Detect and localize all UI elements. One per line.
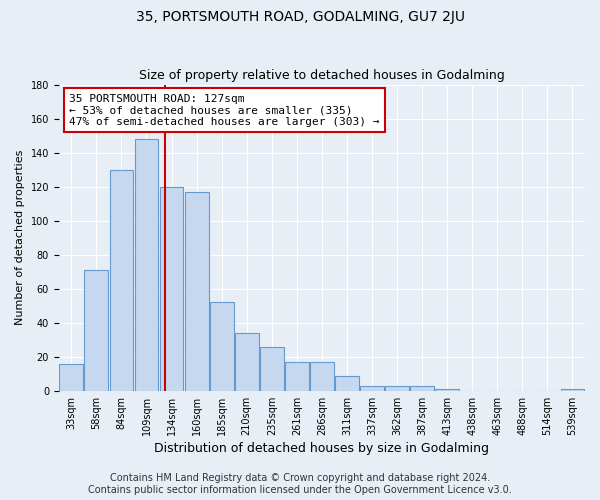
- Bar: [410, 386, 434, 391]
- Bar: [310, 362, 334, 391]
- Bar: [134, 139, 158, 391]
- Bar: [385, 386, 409, 391]
- Bar: [59, 364, 83, 391]
- Text: Contains HM Land Registry data © Crown copyright and database right 2024.
Contai: Contains HM Land Registry data © Crown c…: [88, 474, 512, 495]
- Bar: [360, 386, 384, 391]
- X-axis label: Distribution of detached houses by size in Godalming: Distribution of detached houses by size …: [154, 442, 490, 455]
- Bar: [185, 192, 209, 391]
- Bar: [160, 186, 184, 391]
- Bar: [85, 270, 108, 391]
- Bar: [235, 333, 259, 391]
- Bar: [560, 389, 584, 391]
- Bar: [110, 170, 133, 391]
- Bar: [435, 389, 459, 391]
- Bar: [260, 346, 284, 391]
- Text: 35 PORTSMOUTH ROAD: 127sqm
← 53% of detached houses are smaller (335)
47% of sem: 35 PORTSMOUTH ROAD: 127sqm ← 53% of deta…: [70, 94, 380, 127]
- Bar: [285, 362, 309, 391]
- Bar: [335, 376, 359, 391]
- Title: Size of property relative to detached houses in Godalming: Size of property relative to detached ho…: [139, 69, 505, 82]
- Bar: [210, 302, 233, 391]
- Y-axis label: Number of detached properties: Number of detached properties: [15, 150, 25, 326]
- Text: 35, PORTSMOUTH ROAD, GODALMING, GU7 2JU: 35, PORTSMOUTH ROAD, GODALMING, GU7 2JU: [136, 10, 464, 24]
